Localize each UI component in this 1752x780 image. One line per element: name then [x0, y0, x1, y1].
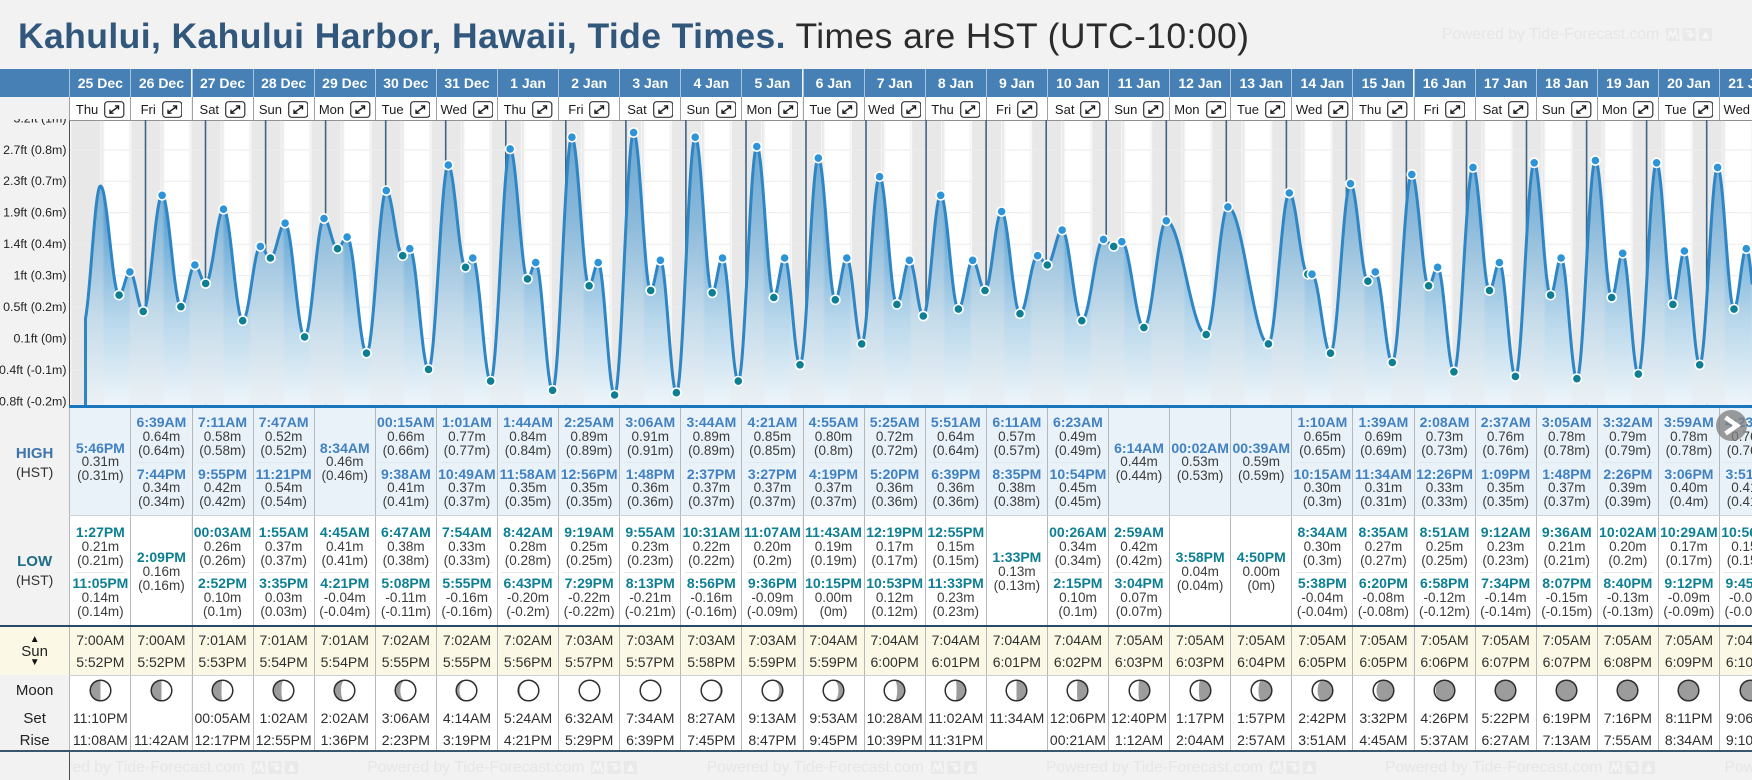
svg-text:0.1ft (0m): 0.1ft (0m) — [13, 332, 66, 346]
svg-text:3.2ft (1m): 3.2ft (1m) — [13, 119, 66, 125]
svg-text:1.9ft (0.6m): 1.9ft (0.6m) — [3, 206, 66, 220]
svg-text:0.5ft (0.2m): 0.5ft (0.2m) — [3, 300, 66, 314]
svg-text:2.3ft (0.7m): 2.3ft (0.7m) — [3, 175, 66, 189]
svg-text:-0.8ft (-0.2m): -0.8ft (-0.2m) — [0, 395, 67, 409]
svg-text:1ft (0.3m): 1ft (0.3m) — [13, 269, 66, 283]
svg-text:-0.4ft (-0.1m): -0.4ft (-0.1m) — [0, 363, 67, 377]
svg-text:1.4ft (0.4m): 1.4ft (0.4m) — [3, 237, 66, 251]
svg-text:2.7ft (0.8m): 2.7ft (0.8m) — [3, 143, 66, 157]
